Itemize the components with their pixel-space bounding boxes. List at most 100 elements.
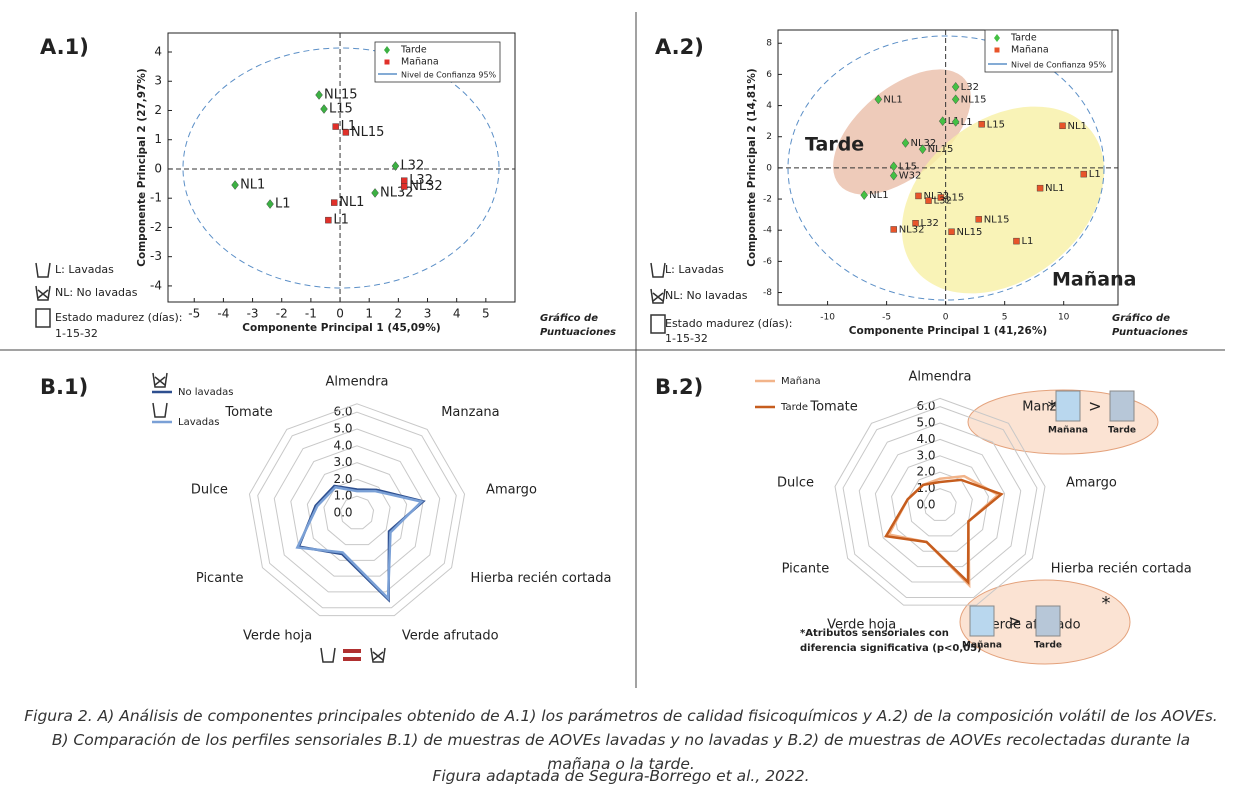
y-tick-label: 2 [766,132,772,142]
category-label: Verde hoja [827,618,896,633]
point [901,138,910,148]
outer-ring [248,403,466,617]
category-label: Verde afrutado [984,618,1081,633]
icon [320,647,336,663]
group-area [901,106,1105,294]
point [325,216,332,224]
legend-box [984,29,1113,73]
point-label: L15 [987,119,1005,130]
icon [650,314,666,334]
x-tick-label: -4 [217,307,229,321]
caption: Figura 2. A) Análisis de componentes pri… [24,707,1218,773]
point-label: L32 [400,159,424,174]
icon [969,605,995,637]
panel-label: B.1) [40,375,88,399]
point [978,121,985,128]
plot-note: Puntuaciones [540,327,616,338]
x-tick-label: -3 [247,307,259,321]
y-tick-label: 4 [154,45,162,59]
source: Figura adaptada de Segura-Borrego et al.… [432,767,810,785]
y-tick-label: 0 [766,163,772,173]
category-label: Hierba recién cortada [1051,561,1192,576]
x-tick-label: 10 [1058,313,1070,323]
plot-note: Gráfico de [1112,312,1170,324]
confidence-ellipse [182,47,500,289]
grid-ring [891,455,989,552]
icon [343,657,361,661]
point [951,82,960,92]
grid-ring [323,478,391,546]
point [915,192,922,200]
point-label: L32 [921,218,939,229]
category-label: Almendra [909,370,972,385]
category-label: Amargo [486,483,537,498]
point [938,116,947,126]
point-label: NL15 [351,125,385,140]
point [391,161,400,171]
point [889,161,898,172]
point-label: NL32 [923,191,949,202]
grid-ring [907,471,973,537]
comparison-sign: > [1008,612,1021,631]
icon [650,262,666,278]
y-tick-label: 8 [766,39,772,49]
r-tick-label: 0.0 [333,506,352,520]
category-label: Manzana [441,405,499,420]
point [315,90,323,100]
legend-label: Mañana [781,376,821,387]
y-axis-label: Componente Principal 2 (14,81%) [746,68,758,266]
r-tick-label: 2.0 [916,465,935,479]
point [400,177,408,184]
comparison-label: Tarde [1108,426,1136,436]
y-tick-label: -2 [150,220,162,234]
y-tick-label: -3 [150,249,162,263]
note: NL: No lavadas [665,289,748,302]
y-tick-label: -4 [150,278,162,292]
legend-marker [994,34,1000,42]
point [1080,170,1087,178]
y-tick-label: -6 [763,257,772,267]
plot-note: Gráfico de [540,312,598,324]
y-tick-label: -1 [150,191,162,205]
r-tick-label: 4.0 [916,432,935,446]
y-tick-label: 4 [766,101,772,111]
category-label: Amargo [1066,475,1117,490]
legend-label: No lavadas [178,387,233,398]
category-label: Dulce [191,483,228,498]
point-label: NL1 [883,94,902,105]
icon [152,402,168,418]
grid-ring [273,428,441,593]
annotation: diferencia significativa (p<0,05) [800,643,982,654]
y-axis-label: Componente Principal 2 (27,97%) [136,68,148,266]
x-tick-label: -1 [305,307,317,321]
point [1059,122,1066,130]
comparison-label: Tarde [1034,641,1062,651]
x-tick-label: 1 [365,307,373,321]
x-tick-label: 5 [482,307,490,321]
category-label: Almendra [326,374,389,389]
icon [35,308,51,328]
point [342,129,350,136]
point-label: NL32 [911,138,937,149]
point [951,117,960,127]
icon [370,647,386,663]
legend-label: Mañana [401,57,439,68]
point-label: NL1 [240,178,265,193]
panel-label: A.1) [40,35,89,59]
plot-note: Puntuaciones [1112,327,1188,338]
comparison-label: Mañana [962,641,1002,651]
point [400,183,408,190]
icon [35,262,51,278]
point-label: L32 [409,173,433,188]
point [1013,237,1020,245]
y-tick-label: -2 [763,195,772,205]
category-label: Verde afrutado [402,629,499,644]
point [371,188,379,198]
point-label: NL1 [1068,121,1087,132]
grid-ring [257,411,457,609]
x-tick-label: -5 [188,307,200,321]
y-tick-label: -8 [763,288,772,298]
category-label: Dulce [777,475,814,490]
y-tick-label: 0 [154,161,162,175]
icon [1109,390,1135,422]
